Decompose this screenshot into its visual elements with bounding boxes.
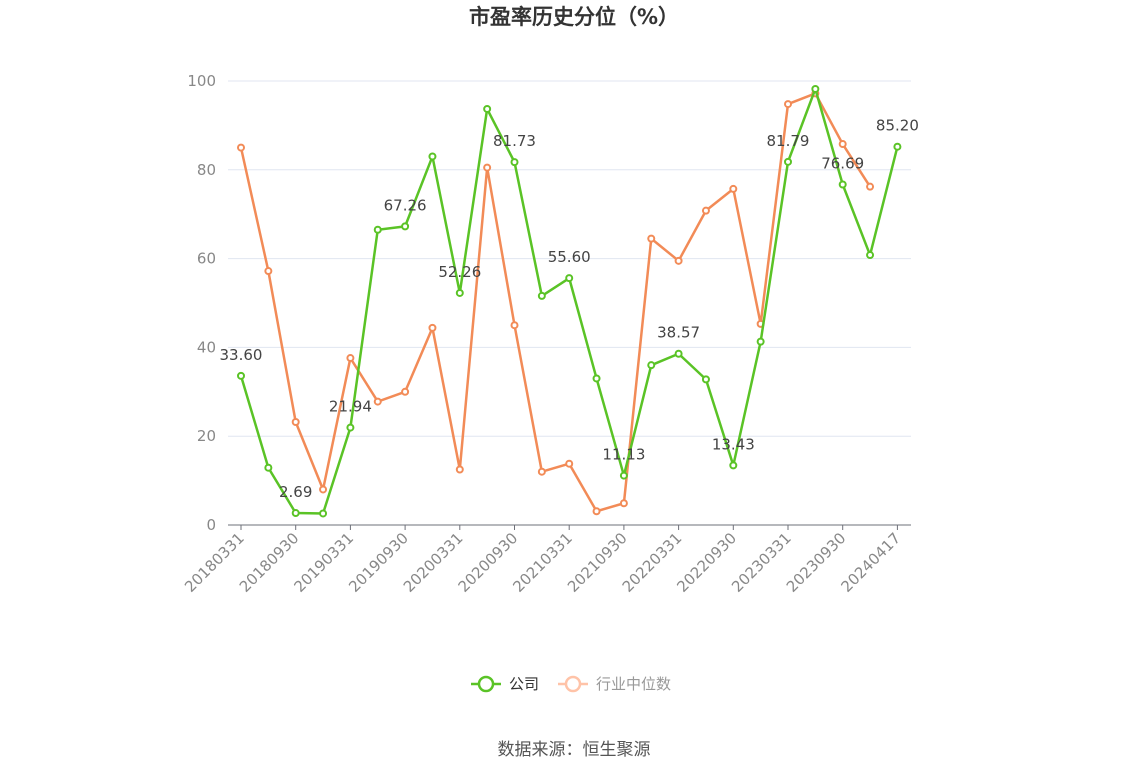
data-labels: 33.60 2.69 21.94 67.26 52.26 81.73 55.60 11.13 3… xyxy=(220,117,919,501)
data-point xyxy=(291,417,300,426)
data-label: 81.79 xyxy=(767,132,810,150)
data-label: 21.94 xyxy=(329,398,372,416)
y-tick-label: 80 xyxy=(197,161,216,179)
legend[interactable]: 公司 行业中位数 xyxy=(471,675,671,693)
data-label: 67.26 xyxy=(384,196,427,214)
legend-marker-icon xyxy=(477,675,495,693)
data-point xyxy=(619,499,628,508)
data-point xyxy=(811,84,820,93)
y-tick-label: 40 xyxy=(197,338,216,356)
axes: 0204060801002018033120180930201903312019… xyxy=(181,72,911,596)
data-point xyxy=(483,163,492,172)
data-point xyxy=(838,180,847,189)
grid-lines xyxy=(228,80,911,437)
data-point xyxy=(674,349,683,358)
data-label: 2.69 xyxy=(279,483,312,501)
data-label: 55.60 xyxy=(548,248,591,266)
data-point xyxy=(647,234,656,243)
data-point xyxy=(401,222,410,231)
data-point xyxy=(264,463,273,472)
data-point xyxy=(346,354,355,363)
data-point xyxy=(893,142,902,151)
data-point xyxy=(455,465,464,474)
data-point xyxy=(319,485,328,494)
series-line-1 xyxy=(239,92,872,513)
data-label: 11.13 xyxy=(602,446,645,464)
legend-label: 行业中位数 xyxy=(596,675,671,693)
data-point xyxy=(701,375,710,384)
data-point xyxy=(784,157,792,166)
legend-item-0[interactable]: 公司 xyxy=(471,675,539,693)
data-point xyxy=(729,461,738,470)
y-tick-label: 100 xyxy=(187,72,216,90)
data-point xyxy=(619,471,628,480)
legend-marker-icon xyxy=(564,675,582,693)
data-point xyxy=(537,291,546,300)
data-point xyxy=(291,509,300,518)
data-point xyxy=(592,507,601,516)
series-lines xyxy=(237,84,902,518)
data-point xyxy=(866,182,875,191)
data-point xyxy=(264,267,273,276)
data-label: 38.57 xyxy=(657,324,700,342)
y-tick-label: 20 xyxy=(197,427,216,445)
data-point xyxy=(565,459,574,468)
data-point xyxy=(428,323,437,332)
data-point xyxy=(838,140,847,149)
chart-title: 市盈率历史分位（%） xyxy=(469,5,679,29)
data-point xyxy=(428,152,437,161)
data-point xyxy=(455,288,464,297)
data-point xyxy=(784,100,792,109)
data-point xyxy=(319,509,328,518)
data-label: 76.69 xyxy=(821,154,864,172)
legend-label: 公司 xyxy=(509,675,539,693)
data-point xyxy=(237,143,245,152)
series-line-0 xyxy=(239,87,899,515)
legend-item-1[interactable]: 行业中位数 xyxy=(558,675,671,693)
data-point xyxy=(483,104,492,113)
data-point xyxy=(866,251,875,260)
data-label: 81.73 xyxy=(493,132,536,150)
data-point xyxy=(592,374,601,383)
data-point xyxy=(510,158,519,167)
data-point xyxy=(756,337,765,346)
data-point xyxy=(729,184,738,193)
y-tick-label: 0 xyxy=(206,516,216,534)
data-point xyxy=(537,467,546,476)
y-tick-label: 60 xyxy=(197,250,216,268)
data-point xyxy=(373,397,382,406)
x-tick-label: 20240417 xyxy=(838,529,905,596)
data-point xyxy=(674,256,683,265)
source-note: 数据来源：恒生聚源 xyxy=(498,740,651,760)
data-point xyxy=(346,423,355,432)
data-point xyxy=(647,361,656,370)
data-point xyxy=(401,387,410,396)
data-point xyxy=(565,274,574,283)
data-point xyxy=(701,206,710,215)
data-point xyxy=(237,371,245,380)
data-label: 33.60 xyxy=(220,346,263,364)
data-label: 85.20 xyxy=(876,117,919,135)
data-label: 52.26 xyxy=(438,263,481,281)
data-point xyxy=(373,225,382,234)
data-label: 13.43 xyxy=(712,435,755,453)
data-point xyxy=(510,321,519,330)
